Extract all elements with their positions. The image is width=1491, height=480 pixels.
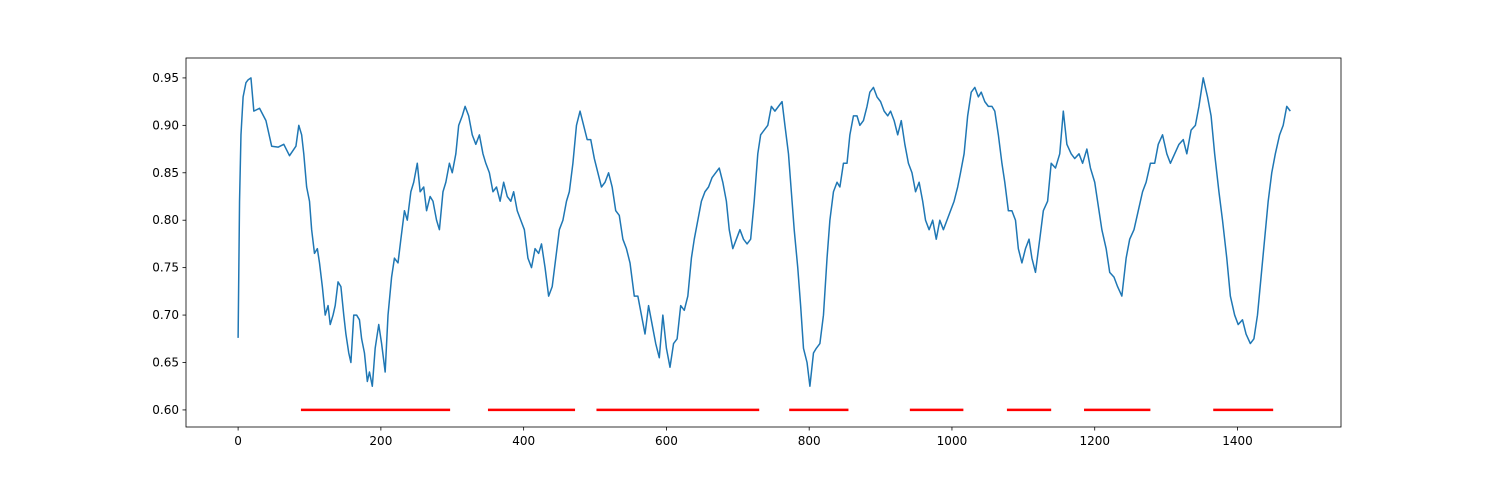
line-series [237,77,1291,387]
y-tick-label: 0.90 [152,118,179,132]
x-tick-label: 1200 [1079,434,1110,448]
x-tick-label: 0 [234,434,242,448]
y-tick-label: 0.95 [152,71,179,85]
x-tick-label: 200 [369,434,392,448]
x-tick-label: 1400 [1222,434,1253,448]
x-tick-label: 600 [655,434,678,448]
x-tick-label: 800 [798,434,821,448]
x-tick-label: 1000 [937,434,968,448]
y-tick-label: 0.70 [152,308,179,322]
y-tick-label: 0.80 [152,213,179,227]
y-tick-label: 0.65 [152,355,179,369]
y-tick-label: 0.75 [152,261,179,275]
x-tick-label: 400 [512,434,535,448]
y-tick-label: 0.60 [152,403,179,417]
plot-frame [185,57,1342,428]
y-tick-label: 0.85 [152,166,179,180]
